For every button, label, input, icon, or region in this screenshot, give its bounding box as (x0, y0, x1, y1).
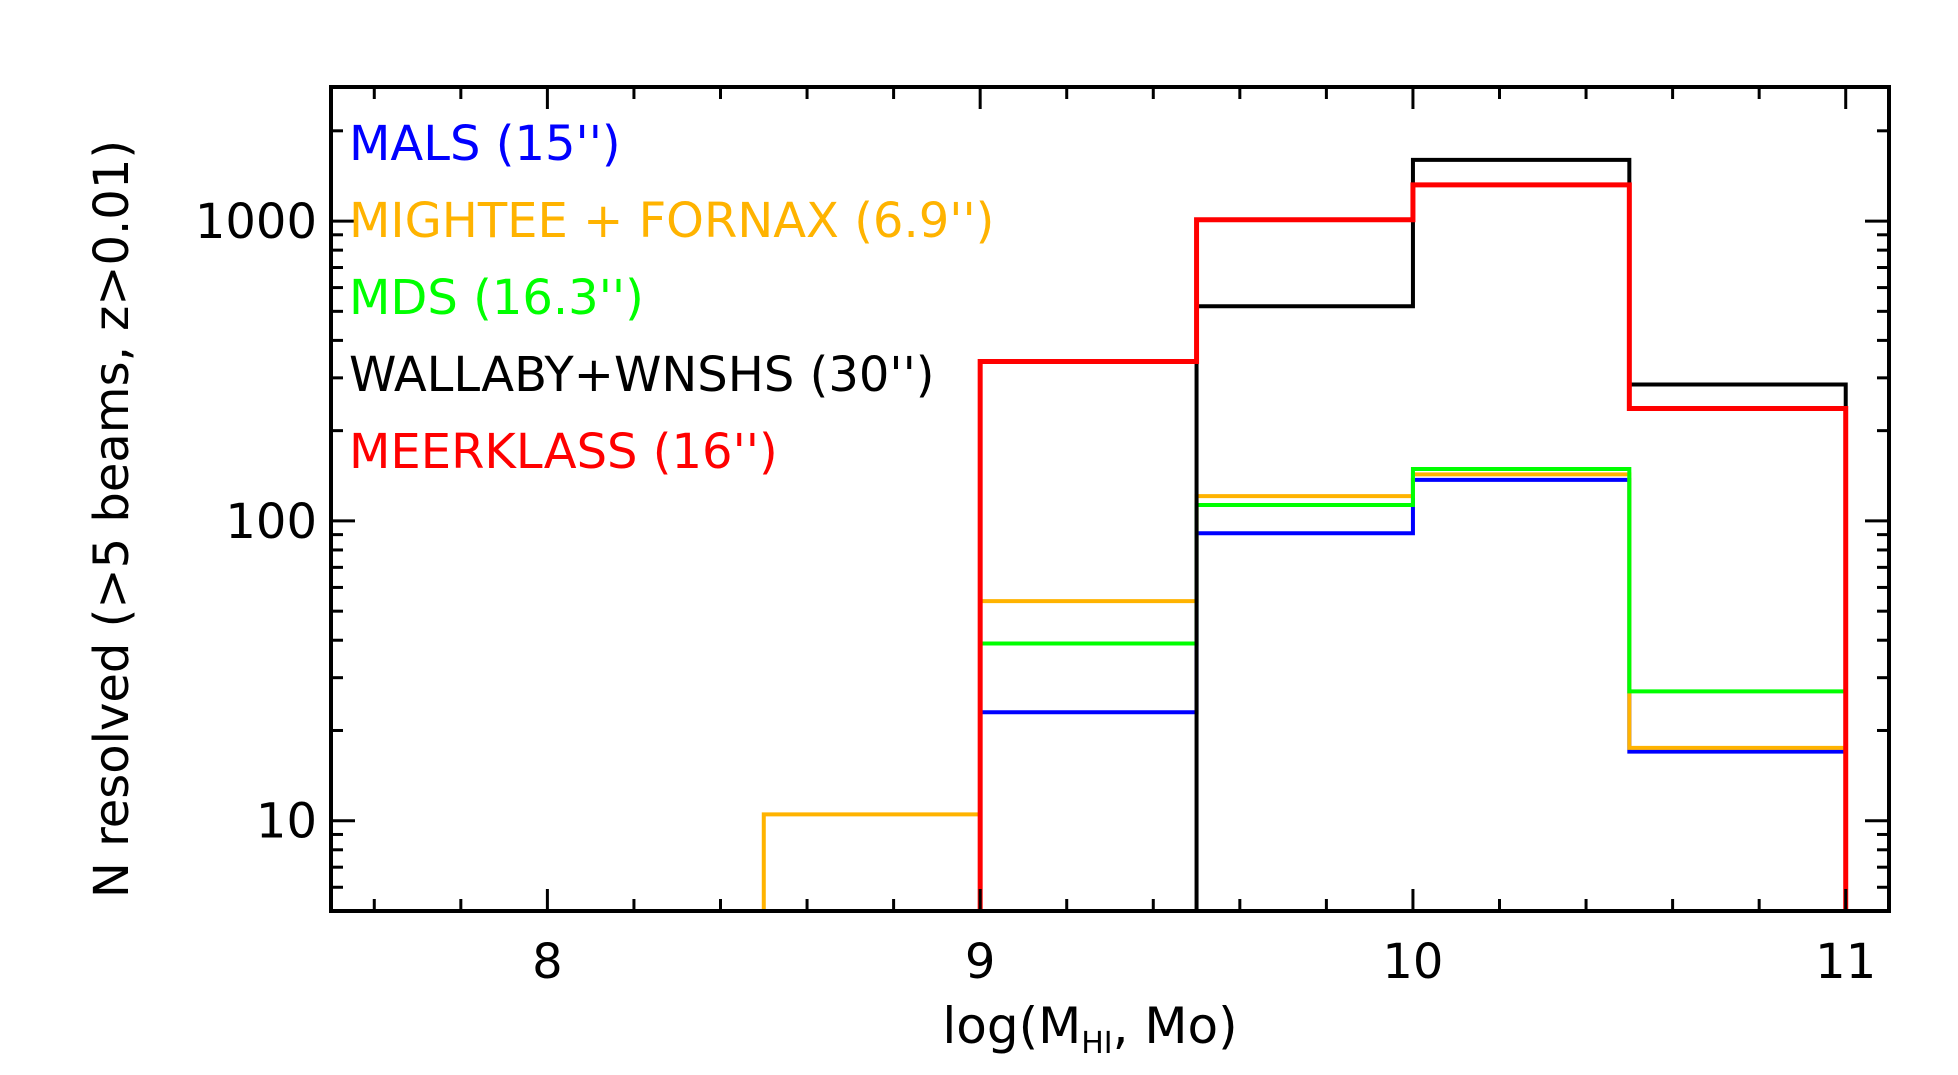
legend-entry-4: MEERKLASS (16'') (349, 424, 778, 480)
x-tick-label: 11 (1815, 934, 1876, 990)
x-axis-label-subscript: HI (1081, 1026, 1112, 1061)
series-line-2 (980, 466, 1846, 694)
x-tick-label: 10 (1382, 934, 1443, 990)
x-axis-label-main: log(M (942, 997, 1081, 1055)
y-axis-label: N resolved (>5 beams, z>0.01) (84, 140, 140, 898)
x-tick-labels: 8 9 10 11 (532, 934, 1876, 990)
y-tick-label: 100 (225, 494, 317, 550)
x-tick-label: 9 (965, 934, 996, 990)
y-tick-labels: 10 100 1000 (195, 194, 317, 850)
legend-entry-0: MALS (15'') (349, 116, 621, 172)
y-tick-label: 1000 (195, 194, 317, 250)
x-tick-label: 8 (532, 934, 563, 990)
legend: MALS (15'') MIGHTEE + FORNAX (6.9'') MDS (… (349, 116, 994, 480)
series-line-4 (977, 182, 1849, 911)
x-axis-label-end: , Mo) (1113, 997, 1238, 1055)
legend-entry-1: MIGHTEE + FORNAX (6.9'') (349, 193, 994, 249)
legend-entry-2: MDS (16.3'') (349, 270, 644, 326)
legend-entry-3: WALLABY+WNSHS (30'') (349, 347, 935, 403)
series-layer (761, 157, 1849, 911)
series-line-1 (761, 472, 1848, 911)
series-line-3 (1194, 157, 1848, 911)
x-axis-label: log(MHI, Mo) (942, 997, 1237, 1061)
plot-frame (329, 85, 1891, 913)
series-line-0 (980, 477, 1846, 754)
y-tick-label: 10 (256, 794, 317, 850)
